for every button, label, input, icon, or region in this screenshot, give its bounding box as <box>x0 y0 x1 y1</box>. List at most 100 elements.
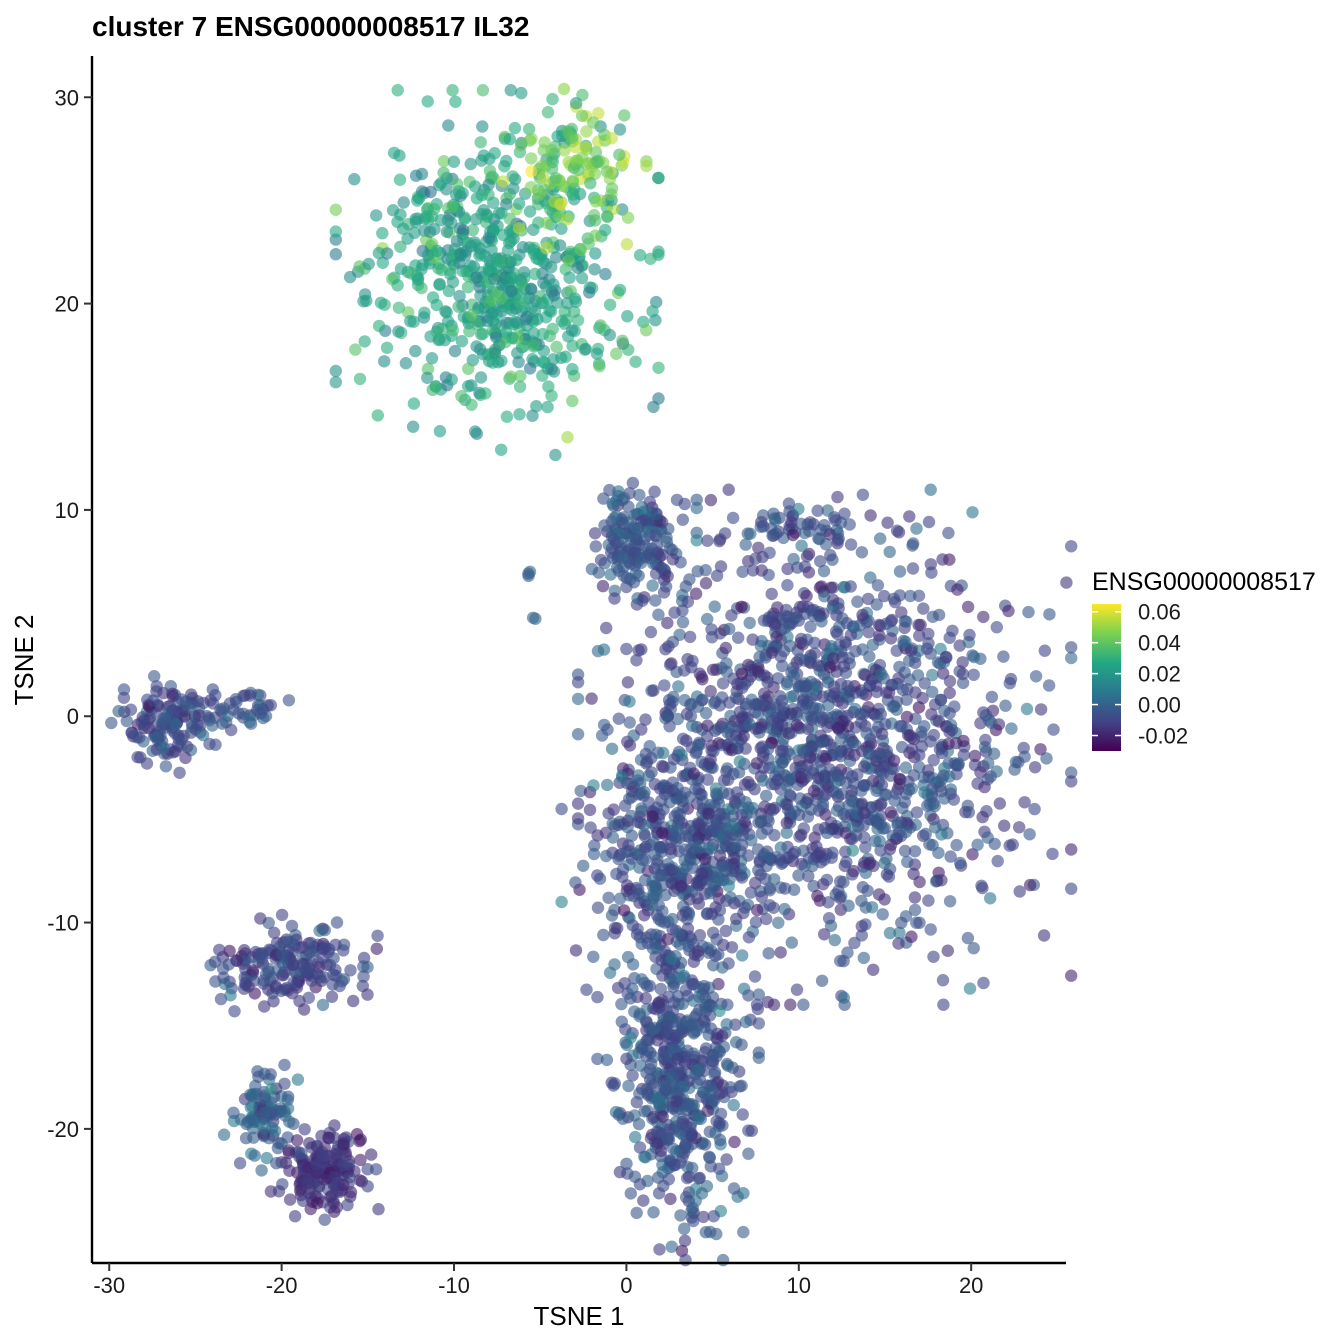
data-point <box>769 514 782 527</box>
data-point <box>978 780 991 794</box>
data-point <box>975 879 988 892</box>
data-point <box>255 1164 268 1177</box>
data-point <box>624 573 637 586</box>
data-point <box>337 1138 350 1151</box>
data-point <box>371 409 384 422</box>
data-point <box>315 1129 328 1143</box>
data-point <box>343 1158 356 1171</box>
data-point <box>887 754 901 767</box>
data-point <box>706 663 720 676</box>
data-point <box>650 1066 663 1079</box>
data-point <box>696 693 709 706</box>
data-point <box>950 838 963 852</box>
data-point <box>252 1070 265 1084</box>
data-point <box>624 1187 637 1200</box>
data-point <box>701 612 714 626</box>
data-point <box>919 827 932 841</box>
data-point <box>391 215 404 229</box>
data-point <box>956 676 970 690</box>
data-point <box>329 364 342 378</box>
data-point <box>680 1119 693 1133</box>
data-point <box>504 370 518 383</box>
data-point <box>548 195 561 208</box>
data-point <box>209 738 222 751</box>
data-point <box>875 727 889 741</box>
data-point <box>447 155 461 168</box>
data-point <box>796 600 810 613</box>
data-point <box>624 1031 637 1044</box>
data-point <box>329 225 342 238</box>
data-point <box>878 589 891 603</box>
data-point <box>644 625 658 639</box>
data-point <box>979 709 993 722</box>
data-point <box>872 813 885 826</box>
data-point <box>840 616 854 630</box>
data-point <box>641 1044 655 1057</box>
data-point <box>926 610 939 623</box>
data-point <box>633 1178 647 1191</box>
data-point <box>922 770 935 783</box>
data-point <box>508 121 522 135</box>
data-point <box>634 816 647 830</box>
data-point <box>846 821 859 834</box>
data-point <box>889 787 903 800</box>
data-point <box>724 891 737 904</box>
data-point <box>465 308 479 322</box>
data-point <box>664 702 677 716</box>
data-point <box>713 699 727 712</box>
data-point <box>812 532 825 545</box>
data-point <box>913 916 926 929</box>
data-point <box>613 148 626 161</box>
data-point <box>239 1132 253 1145</box>
data-point <box>577 859 590 872</box>
data-point <box>1065 766 1078 779</box>
data-point <box>637 1194 650 1207</box>
data-point <box>668 606 681 619</box>
data-point <box>394 262 408 275</box>
data-point <box>361 988 374 1001</box>
data-point <box>566 394 579 408</box>
data-point <box>653 1243 666 1256</box>
data-point <box>246 964 259 977</box>
data-point <box>608 903 621 917</box>
data-point <box>730 912 743 926</box>
data-point <box>327 968 340 981</box>
data-point <box>254 912 267 925</box>
data-point <box>540 216 553 230</box>
data-point <box>931 874 944 887</box>
data-point <box>318 942 331 956</box>
data-point <box>967 650 981 664</box>
data-point <box>607 1079 620 1092</box>
data-point <box>213 943 226 957</box>
data-point <box>663 720 676 733</box>
data-point <box>641 864 654 878</box>
data-point <box>506 170 519 183</box>
axes: -30 -20 -10 0 10 20 -20 -10 0 10 20 30 <box>47 56 1066 1298</box>
data-point <box>719 924 732 938</box>
data-point <box>967 942 980 955</box>
data-point <box>605 132 618 145</box>
data-point <box>822 912 836 925</box>
data-point <box>426 291 440 304</box>
data-point <box>630 1206 643 1220</box>
data-point <box>535 160 548 173</box>
data-point <box>690 501 703 515</box>
data-point <box>501 244 515 257</box>
data-point <box>425 352 439 365</box>
data-point <box>910 806 924 819</box>
data-point <box>932 715 946 728</box>
data-point <box>967 668 980 681</box>
data-point <box>892 937 905 950</box>
data-point <box>452 185 466 198</box>
data-point <box>546 92 559 106</box>
data-point <box>708 600 721 613</box>
data-point <box>757 520 770 533</box>
data-point <box>943 675 957 688</box>
data-point <box>824 816 838 829</box>
data-point <box>596 579 610 593</box>
data-point <box>739 538 752 551</box>
data-point <box>1013 821 1026 834</box>
data-point <box>881 516 894 529</box>
data-point <box>900 615 913 628</box>
data-point <box>875 668 888 681</box>
